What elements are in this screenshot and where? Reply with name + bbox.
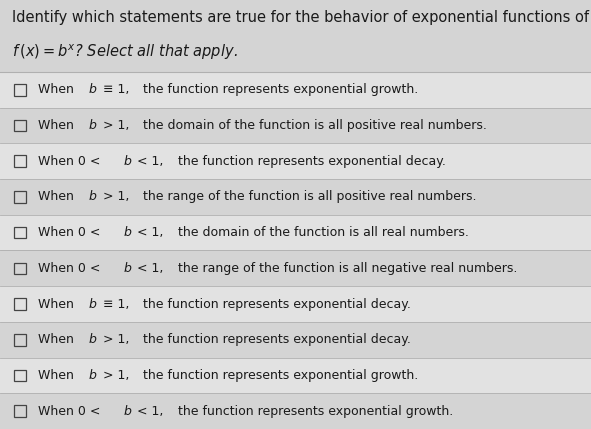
Text: < 1,: < 1, [134,262,168,275]
Text: < 1,: < 1, [134,155,168,168]
Bar [0,215,591,251]
Text: When: When [37,333,77,346]
Text: Identify which statements are true for the behavior of exponential functions of : Identify which statements are true for t… [12,10,591,25]
Text: When 0 <: When 0 < [37,155,104,168]
Bar [14,120,25,131]
Text: b: b [89,298,97,311]
Bar [0,143,591,179]
Text: < 1,: < 1, [134,226,168,239]
Text: ≡ 1,: ≡ 1, [99,298,134,311]
Text: the function represents exponential growth.: the function represents exponential grow… [144,83,418,97]
Text: When: When [37,190,77,203]
Bar [14,155,25,167]
Bar [0,322,591,358]
Text: the range of the function is all positive real numbers.: the range of the function is all positiv… [144,190,477,203]
Text: the function represents exponential decay.: the function represents exponential deca… [178,155,446,168]
Text: the function represents exponential decay.: the function represents exponential deca… [144,298,411,311]
Text: the domain of the function is all real numbers.: the domain of the function is all real n… [178,226,469,239]
Text: the function represents exponential growth.: the function represents exponential grow… [178,405,453,418]
Text: the function represents exponential growth.: the function represents exponential grow… [144,369,418,382]
Text: $f\/(x) = b^x$? Select all that apply.: $f\/(x) = b^x$? Select all that apply. [12,42,238,62]
Text: b: b [89,119,97,132]
Text: When: When [37,369,77,382]
Text: b: b [89,369,97,382]
Text: b: b [123,226,131,239]
Text: b: b [89,333,97,346]
Text: > 1,: > 1, [99,190,134,203]
Text: the function represents exponential decay.: the function represents exponential deca… [144,333,411,346]
Text: < 1,: < 1, [134,405,168,418]
Text: When 0 <: When 0 < [37,262,104,275]
Text: b: b [123,262,131,275]
Text: ≡ 1,: ≡ 1, [99,83,134,97]
Text: > 1,: > 1, [99,119,134,132]
Bar [0,286,591,322]
Text: b: b [89,83,97,97]
Text: b: b [89,190,97,203]
Bar [0,108,591,143]
Bar [14,370,25,381]
Text: When 0 <: When 0 < [37,405,104,418]
Text: the range of the function is all negative real numbers.: the range of the function is all negativ… [178,262,517,275]
Text: When: When [37,298,77,311]
Text: b: b [123,405,131,418]
Bar [0,358,591,393]
Bar [0,179,591,215]
Bar [14,263,25,274]
Text: the domain of the function is all positive real numbers.: the domain of the function is all positi… [144,119,488,132]
Text: b: b [123,155,131,168]
Bar [14,405,25,417]
Bar [14,334,25,345]
Bar [0,0,591,72]
Text: > 1,: > 1, [99,369,134,382]
Text: When 0 <: When 0 < [37,226,104,239]
Bar [0,393,591,429]
Text: When: When [37,119,77,132]
Bar [0,72,591,108]
Bar [14,298,25,310]
Text: > 1,: > 1, [99,333,134,346]
Bar [14,191,25,202]
Text: When: When [37,83,77,97]
Bar [14,227,25,239]
Bar [0,251,591,286]
Bar [14,84,25,96]
